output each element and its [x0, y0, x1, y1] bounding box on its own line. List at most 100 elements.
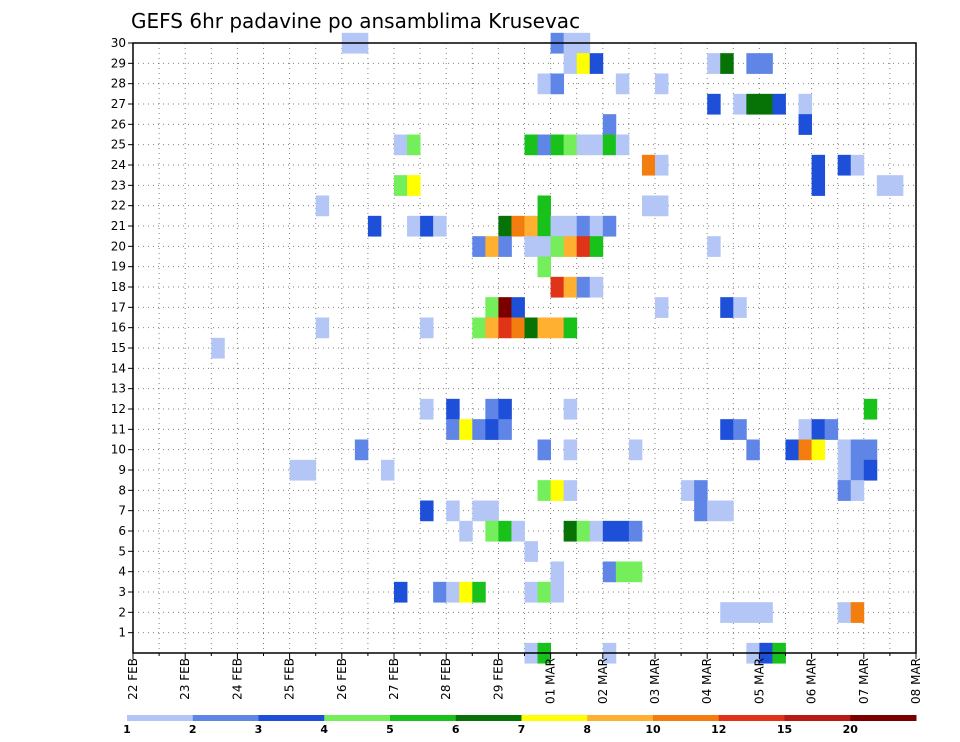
heatmap-cell: [498, 317, 512, 339]
heatmap-cell: [315, 317, 330, 339]
heatmap-cell: [211, 337, 225, 359]
heatmap-cell: [563, 134, 578, 156]
heatmap-cell: [602, 561, 617, 583]
heatmap-cell: [602, 134, 617, 156]
legend-swatch: [258, 715, 325, 721]
legend-swatch: [587, 715, 654, 721]
y-tick-label: 8: [118, 483, 126, 497]
heatmap-cell: [394, 134, 408, 156]
heatmap-cell: [589, 236, 604, 257]
heatmap-cell: [420, 500, 434, 522]
heatmap-cell: [446, 398, 460, 420]
heatmap-cell: [537, 73, 551, 95]
heatmap-cell: [655, 73, 669, 95]
heatmap-cell: [707, 236, 721, 257]
heatmap-cell: [589, 520, 604, 542]
heatmap-cell: [550, 581, 565, 603]
y-tick-label: 6: [118, 524, 126, 538]
chart-title: GEFS 6hr padavine po ansamblima Krusevac: [131, 9, 580, 33]
legend-label: 15: [777, 723, 792, 736]
heatmap-cell: [472, 500, 486, 522]
heatmap-cell: [837, 602, 852, 623]
heatmap-cell: [733, 419, 747, 440]
y-tick-label: 20: [111, 239, 126, 253]
heatmap-cell: [563, 215, 578, 237]
heatmap-cell: [289, 459, 304, 481]
heatmap-cell: [537, 134, 551, 156]
y-tick-label: 25: [111, 138, 126, 152]
heatmap-cell: [733, 297, 747, 318]
heatmap-cell: [785, 439, 799, 461]
heatmap-cell: [511, 317, 525, 339]
heatmap-cell: [367, 215, 382, 237]
heatmap-cell: [628, 439, 643, 461]
heatmap-cell: [563, 236, 578, 257]
heatmap-cell: [394, 581, 408, 603]
heatmap-cell: [563, 53, 578, 74]
heatmap-cell: [537, 256, 551, 278]
heatmap-cell: [407, 175, 421, 196]
heatmap-cell: [576, 53, 591, 74]
heatmap-cell: [563, 398, 578, 420]
heatmap-cell: [511, 297, 525, 318]
y-tick-label: 27: [111, 97, 126, 111]
y-axis-ticks: 1234567891011121314151617181920212223242…: [111, 36, 133, 640]
heatmap-cell: [837, 480, 852, 501]
x-tick-label: 03 MAR: [648, 658, 662, 704]
heatmap-cell: [889, 175, 904, 196]
heatmap-cell: [655, 195, 669, 217]
heatmap-cell: [824, 419, 839, 440]
heatmap-cell: [798, 419, 812, 440]
heatmap-cell: [615, 520, 630, 542]
y-tick-label: 24: [111, 158, 126, 172]
heatmap-cell: [472, 236, 486, 257]
heatmap-cell: [576, 276, 591, 298]
heatmap-cell: [524, 317, 538, 339]
heatmap-cell: [850, 439, 865, 461]
heatmap-cell: [811, 419, 826, 440]
heatmap-cell: [850, 459, 865, 481]
heatmap-cell: [537, 236, 551, 257]
y-tick-label: 12: [111, 402, 126, 416]
y-tick-label: 26: [111, 117, 126, 131]
x-tick-label: 26 FEB: [335, 658, 349, 700]
heatmap-cell: [602, 114, 617, 135]
heatmap-cell: [811, 175, 826, 196]
legend: 1 2 3 4 5 6 7 8 10 12 15 20: [123, 715, 917, 736]
heatmap-cell: [446, 419, 460, 440]
y-tick-label: 4: [118, 565, 126, 579]
x-tick-label: 28 FEB: [439, 658, 453, 700]
y-tick-label: 21: [111, 219, 126, 233]
heatmap-cell: [759, 93, 773, 115]
legend-swatch: [653, 715, 720, 721]
heatmap-cell: [485, 398, 499, 420]
x-tick-label: 25 FEB: [283, 658, 297, 700]
heatmap-cell: [576, 520, 591, 542]
legend-label: 12: [711, 723, 726, 736]
y-tick-label: 13: [111, 382, 126, 396]
heatmap-cell: [615, 73, 630, 95]
x-tick-label: 06 MAR: [805, 658, 819, 704]
heatmap-cell: [837, 154, 852, 176]
legend-swatch: [455, 715, 522, 721]
y-tick-label: 17: [111, 300, 126, 314]
heatmap-cell: [485, 520, 499, 542]
heatmap-cell: [550, 236, 565, 257]
legend-label: 2: [189, 723, 197, 736]
legend-label: 1: [123, 723, 131, 736]
heatmap-cell: [850, 602, 865, 623]
heatmap-cell: [537, 215, 551, 237]
heatmap-cell: [550, 276, 565, 298]
heatmap-cell: [720, 602, 734, 623]
heatmap-cells: [211, 32, 904, 664]
heatmap-cell: [589, 53, 604, 74]
heatmap-cell: [876, 175, 891, 196]
heatmap-cell: [798, 439, 812, 461]
heatmap-cell: [602, 520, 617, 542]
y-tick-label: 16: [111, 321, 126, 335]
heatmap-cell: [498, 419, 512, 440]
heatmap-cell: [798, 93, 812, 115]
heatmap-cell: [733, 602, 747, 623]
heatmap-cell: [811, 439, 826, 461]
heatmap-cell: [707, 93, 721, 115]
